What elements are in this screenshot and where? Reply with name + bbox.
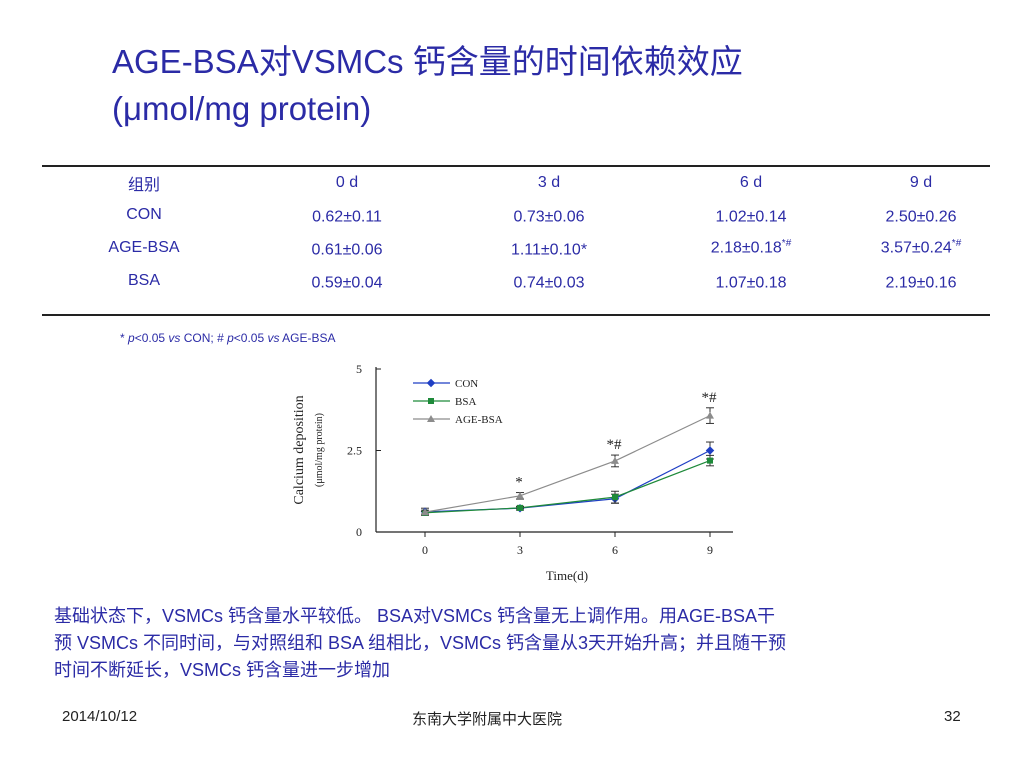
- table-cell: 0.62±0.11: [312, 208, 382, 226]
- table-cell: 0.73±0.06: [513, 208, 585, 226]
- significance-label: *: [515, 475, 523, 491]
- caption-line: 时间不断延长，VSMCs 钙含量进一步增加: [54, 660, 391, 680]
- legend-marker-con: [426, 378, 436, 388]
- significance-label: *#: [702, 390, 718, 406]
- table-header-cell: 组别: [127, 177, 160, 194]
- legend-label-bsa: BSA: [455, 396, 476, 408]
- x-tick-label: 6: [612, 543, 618, 557]
- y-axis-label: Calcium deposition: [292, 395, 307, 504]
- row-group-label: BSA: [127, 271, 160, 289]
- x-tick-label: 9: [707, 543, 713, 557]
- table-bottom-rule: [42, 314, 990, 316]
- table-header-cell: 3 d: [537, 174, 561, 191]
- table-header-cell: 9 d: [909, 174, 933, 191]
- results-table: 组别 0 d 3 d 6 d 9 d CON 0.62±0.11 0.73±0.…: [42, 168, 990, 297]
- slide-caption: 基础状态下，VSMCs 钙含量水平较低。 BSA对VSMCs 钙含量无上调作用。…: [54, 603, 984, 684]
- data-point-age-bsa: [421, 508, 429, 516]
- data-point-bsa: [517, 504, 523, 511]
- caption-line: 预 VSMCs 不同时间，与对照组和 BSA 组相比，VSMCs 钙含量从3天开…: [54, 633, 787, 653]
- table-header-cell: 0 d: [335, 174, 359, 191]
- table-cell: 2.50±0.26: [885, 208, 957, 226]
- table-top-rule: [42, 165, 990, 167]
- series-line-age-bsa: [424, 415, 711, 513]
- x-axis-label: Time(d): [546, 568, 588, 583]
- data-point-con: [705, 446, 715, 455]
- table-cell: 0.74±0.03: [513, 274, 585, 292]
- series-line-bsa: [424, 460, 711, 514]
- footer-organization: 东南大学附属中大医院: [412, 711, 563, 728]
- slide-title: AGE-BSA对VSMCs 钙含量的时间依赖效应 (μmol/mg protei…: [112, 38, 743, 132]
- table-row: AGE-BSA 0.61±0.06 1.11±0.10* 2.18±0.18*#…: [42, 231, 990, 264]
- footer-page-number: 32: [944, 708, 961, 725]
- table-cell: 1.07±0.18: [715, 274, 787, 292]
- table-row: CON 0.62±0.11 0.73±0.06 1.02±0.14 2.50±0…: [42, 198, 990, 231]
- table-header-cell: 6 d: [739, 174, 763, 191]
- table-cell: 1.11±0.10*: [510, 241, 588, 259]
- data-point-age-bsa: [611, 456, 619, 464]
- legend-label-age-bsa: AGE-BSA: [455, 414, 503, 426]
- x-tick-label: 3: [517, 543, 523, 557]
- title-line-1: AGE-BSA对VSMCs 钙含量的时间依赖效应: [112, 43, 743, 80]
- x-tick-label: 0: [422, 543, 428, 557]
- significance-footnote: * p<0.05 vs CON; # p<0.05 vs AGE-BSA: [120, 331, 336, 345]
- data-point-age-bsa: [706, 411, 714, 419]
- row-group-label: AGE-BSA: [108, 238, 180, 256]
- y-tick-label: 2.5: [347, 444, 362, 458]
- y-tick-label: 0: [356, 525, 362, 539]
- legend-marker-age-bsa: [427, 415, 435, 422]
- significance-label: *#: [607, 437, 623, 453]
- data-point-bsa: [707, 457, 713, 464]
- table-cell: 1.02±0.14: [715, 208, 787, 226]
- y-axis-sublabel: (μmol/mg protein): [314, 413, 325, 487]
- y-tick-label: 5: [356, 362, 362, 376]
- row-group-label: CON: [126, 205, 162, 223]
- caption-line: 基础状态下，VSMCs 钙含量水平较低。 BSA对VSMCs 钙含量无上调作用。…: [54, 606, 776, 626]
- table-row: BSA 0.59±0.04 0.74±0.03 1.07±0.18 2.19±0…: [42, 264, 990, 297]
- table-cell: 2.18±0.18*#: [710, 237, 792, 257]
- chart-marks: 0 2.5 5 0 3 6 9 * *# *#: [347, 362, 717, 557]
- legend-label-con: CON: [455, 378, 478, 390]
- data-point-age-bsa: [516, 491, 524, 499]
- table-header-row: 组别 0 d 3 d 6 d 9 d: [42, 168, 990, 198]
- footer-date: 2014/10/12: [62, 708, 138, 725]
- legend-marker-bsa: [428, 398, 434, 404]
- table-cell: 0.59±0.04: [311, 274, 383, 292]
- title-line-2: (μmol/mg protein): [112, 90, 372, 127]
- table-cell: 2.19±0.16: [885, 274, 957, 292]
- chart-legend: CON BSA AGE-BSA: [413, 378, 503, 426]
- data-point-bsa: [612, 494, 618, 501]
- table-cell: 3.57±0.24*#: [880, 237, 962, 257]
- table-cell: 0.61±0.06: [311, 241, 383, 259]
